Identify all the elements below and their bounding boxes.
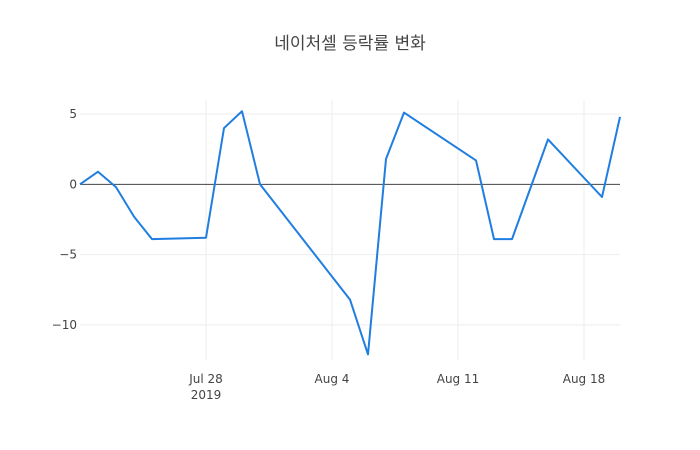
x-tick-label: Aug 11 — [437, 372, 480, 386]
y-tick-label: −5 — [59, 248, 77, 262]
y-tick-label: 5 — [69, 107, 77, 121]
y-tick-label: 0 — [69, 177, 77, 191]
x-tick-label: Aug 18 — [563, 372, 606, 386]
x-tick-sublabel: 2019 — [191, 388, 222, 402]
series-line — [79, 110, 621, 356]
x-tick-label: Jul 28 — [188, 372, 223, 386]
y-tick-label: −10 — [52, 318, 77, 332]
x-tick-label: Aug 4 — [315, 372, 350, 386]
chart-title: 네이처셀 등락률 변화 — [274, 34, 426, 54]
